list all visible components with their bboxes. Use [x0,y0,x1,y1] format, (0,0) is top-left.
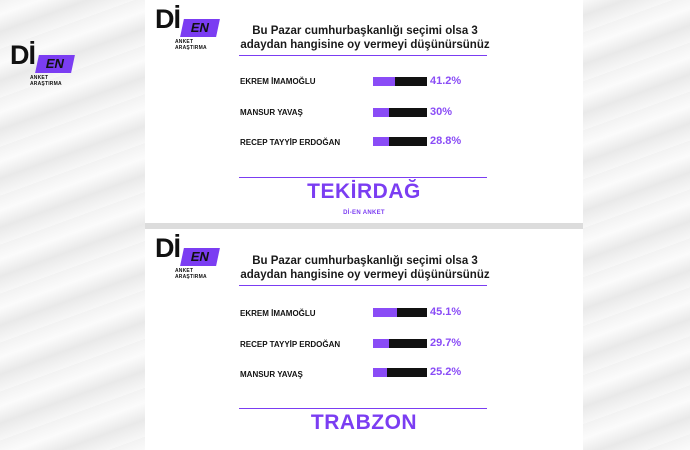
panel-separator [145,223,583,229]
candidate-percent: 29.7% [430,337,462,349]
candidate-bar [373,108,427,117]
logo-en-text: EN [180,19,220,37]
logo-en-text: EN [180,248,220,266]
candidate-name: EKREM İMAMOĞLU [240,77,316,86]
candidate-name: RECEP TAYYİP ERDOĞAN [240,138,341,147]
region-title: TRABZON [310,411,418,434]
region-divider [239,177,487,178]
candidate-percent: 45.1% [430,306,462,318]
poll-panel-trabzon: Dİ EN ANKET ARAŞTIRMA Bu Pazar cumhurbaş… [145,229,583,450]
poll-panel-tekirdag: Dİ EN ANKET ARAŞTIRMA Bu Pazar cumhurbaş… [145,0,583,223]
logo-en-text: EN [35,55,75,73]
side-brand-logo: Dİ EN ANKET ARAŞTIRMA [8,40,80,87]
candidate-percent: 25.2% [430,366,462,378]
candidate-bar [373,339,427,348]
candidate-bar-fill [373,108,390,117]
logo-di-text: Dİ [155,233,181,263]
candidate-bar-fill [373,77,396,86]
candidate-bar [373,368,427,377]
region-divider [239,408,487,409]
logo-subtitle: ANKET ARAŞTIRMA [175,39,207,51]
header-divider [239,55,487,56]
candidate-bar [373,308,427,317]
logo-di-text: Dİ [155,4,181,34]
logo-subtitle: ANKET ARAŞTIRMA [30,75,62,87]
candidate-name: RECEP TAYYİP ERDOĞAN [240,340,341,349]
candidate-bar-fill [373,368,387,377]
candidate-percent: 30% [430,106,453,118]
region-title: TEKİRDAĞ [307,180,421,203]
poll-question: Bu Pazar cumhurbaşkanlığı seçimi olsa 3 … [240,25,490,51]
poll-question: Bu Pazar cumhurbaşkanlığı seçimi olsa 3 … [240,255,490,281]
candidate-bar-fill [373,137,389,146]
candidate-name: MANSUR YAVAŞ [240,108,303,117]
logo-di-text: Dİ [10,40,36,70]
logo-subtitle: ANKET ARAŞTIRMA [175,268,207,280]
header-divider [239,285,487,286]
candidate-bar-fill [373,339,389,348]
candidate-name: MANSUR YAVAŞ [240,370,303,379]
candidate-bar [373,137,427,146]
candidate-percent: 28.8% [430,135,462,147]
panel-brand-logo: Dİ EN ANKET ARAŞTIRMA [153,233,225,280]
footer-label: Dİ-EN ANKET [343,210,385,216]
candidate-percent: 41.2% [430,75,462,87]
candidate-bar [373,77,427,86]
candidate-name: EKREM İMAMOĞLU [240,309,316,318]
candidate-bar-fill [373,308,398,317]
panel-brand-logo: Dİ EN ANKET ARAŞTIRMA [153,4,225,51]
